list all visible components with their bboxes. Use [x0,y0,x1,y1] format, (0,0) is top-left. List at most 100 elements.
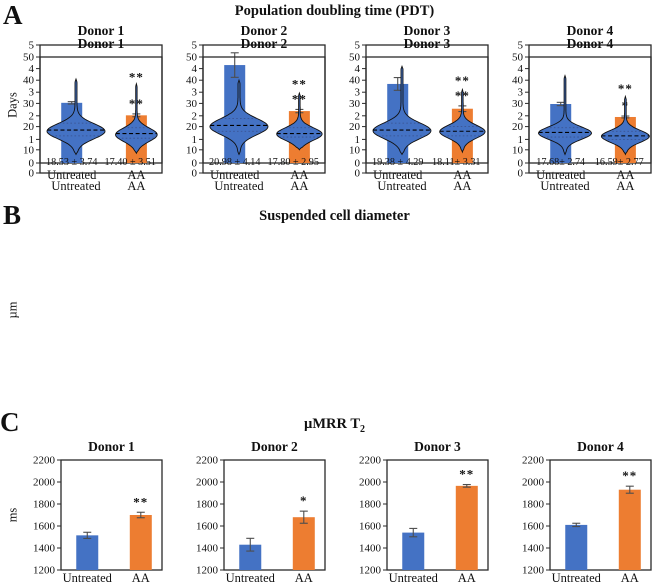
y-tick-label: 2200 [196,455,219,467]
significance-stars: ** [459,467,474,482]
y-tick-label: 1600 [359,521,382,533]
category-label: AA [290,179,308,193]
y-tick-label: 1 [518,134,524,146]
mean-sd-label: 16.59± 2.77 [595,157,644,168]
y-tick-label: 1 [192,134,198,146]
y-tick-label: 20 [23,121,35,133]
y-tick-label: 2 [518,110,524,122]
bar-aa [292,517,315,570]
mean-sd-label: 18.11± 3.31 [432,157,481,168]
category-label: Untreated [210,168,260,182]
y-tick-label: 2200 [359,455,382,467]
y-tick-label: 1400 [359,543,382,555]
category-label: Untreated [226,571,276,585]
y-tick-label: 2000 [196,477,219,489]
category-label: AA [453,179,471,193]
significance-stars: ** [133,494,148,509]
y-tick-label: 0 [355,168,361,180]
y-tick-label: 20 [186,121,198,133]
panel-c-subplots: Donor 1 1200 1400 1600 1800 2000 2200 Untreated… [4,424,656,586]
panel-a-title-text: Population doubling time (PDT) [234,3,435,19]
category-label: AA [621,571,639,585]
category-label: Untreated [63,571,113,585]
category-label: AA [458,571,476,585]
category-label: AA [290,168,308,182]
mean-sd-label: 18.53 ± 3.74 [46,157,97,168]
bar-aa [129,515,152,570]
y-tick-label: 4 [29,63,35,75]
y-tick-label: 1200 [522,565,545,577]
significance-stars: * [300,493,308,508]
category-label: Untreated [389,571,439,585]
violin-untreated [209,78,269,156]
panel-c-title-text: µMRR T [303,416,361,432]
plot-box [60,459,163,571]
y-tick-label: 10 [23,144,35,156]
category-label: AA [616,168,634,182]
y-tick-label: 3 [518,87,524,99]
panel-a-title: Population doubling time (PDT) [0,0,669,20]
panel-b-title-text: Suspended cell diameter [259,208,410,224]
subplot-c-donor-3: Donor 3 1200 1400 1600 1800 2000 2200 Untreated… [359,439,489,585]
y-tick-label: 50 [349,52,361,64]
category-label: Untreated [51,179,101,193]
plot-box [39,56,163,174]
category-label: Untreated [377,179,427,193]
mean-sd-label: 17.68± 2.74 [536,157,585,168]
y-tick-label: 0 [192,168,198,180]
y-tick-label: 40 [512,75,524,87]
subplot-c-donor-1: Donor 1 1200 1400 1600 1800 2000 2200 Untreated… [33,439,163,585]
violin-aa [276,91,323,151]
y-tick-label: 0 [29,168,35,180]
donor-title: Donor 4 [567,23,614,38]
y-tick-label: 1200 [359,565,382,577]
category-label: AA [453,168,471,182]
y-tick-label: 1800 [196,499,219,511]
y-tick-label: 50 [186,52,198,64]
significance-stars: ** [455,73,470,88]
subplot-c-donor-4: Donor 4 1200 1400 1600 1800 2000 2200 Untreated… [522,439,652,585]
donor-title: Donor 2 [251,439,298,454]
mean-sd-label: 17.40 ± 3.51 [105,157,156,168]
y-tick-label: 4 [192,63,198,75]
y-tick-label: 0 [518,168,524,180]
mean-sd-label: 20.98 ± 4.14 [209,157,260,168]
bar-untreated [239,544,262,570]
panel-c-title: µMRR T2 [0,400,669,435]
panel-c: C µMRR T2 ms Donor 1 1200 1400 1600 1800 2000… [0,400,669,586]
category-label: AA [127,179,145,193]
category-label: Untreated [373,168,423,182]
y-tick-label: 10 [186,144,198,156]
y-tick-label: 40 [23,75,35,87]
plot-box [365,56,489,174]
y-tick-label: 2200 [522,455,545,467]
donor-title: Donor 3 [414,439,461,454]
bar-untreated [565,524,588,570]
category-label: Untreated [540,179,590,193]
panel-b-subplots: Donor 1 0 10 20 30 40 50 Untreated 18.53 ± 3.74 A… [4,28,656,205]
panel-letter-a: A [3,0,23,30]
donor-title: Donor 3 [404,36,451,51]
donor-title: Donor 2 [241,23,288,38]
y-tick-label: 1 [29,134,35,146]
y-tick-label: 1200 [196,565,219,577]
plot-box [202,56,326,174]
y-tick-label: 1400 [196,543,219,555]
y-tick-label: 40 [186,75,198,87]
y-tick-label: 20 [512,121,524,133]
category-label: AA [132,571,150,585]
violin-aa [115,81,158,155]
category-label: Untreated [552,571,602,585]
plot-box [528,56,652,174]
y-tick-label: 4 [518,63,524,75]
panel-c-title-subscript: 2 [360,423,366,435]
y-tick-label: 0 [192,158,198,170]
panel-b: B Suspended cell diameter µm Donor 1 0 10 2… [0,36,669,400]
donor-title: Donor 4 [577,439,624,454]
donor-title: Donor 1 [78,36,125,51]
y-tick-label: 2200 [33,455,56,467]
y-tick-label: 1800 [359,499,382,511]
mean-sd-label: 19.38 ± 4.29 [372,157,423,168]
